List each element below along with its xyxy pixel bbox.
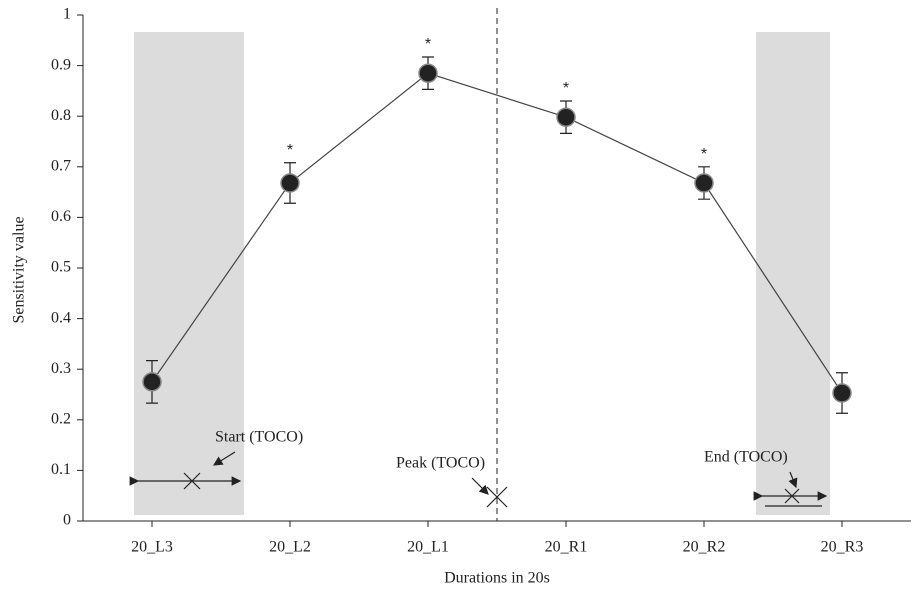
y-tick-label: 0.6 — [51, 208, 71, 225]
y-tick-label: 0.2 — [51, 410, 71, 427]
annotation: Start (TOCO) — [215, 429, 303, 446]
annotation: Peak (TOCO) — [396, 455, 485, 472]
point — [418, 63, 438, 83]
significance-mark: * — [701, 146, 707, 163]
y-axis-title: Sensitivity value — [11, 216, 28, 323]
point — [694, 173, 714, 193]
annotation: End (TOCO) — [704, 449, 788, 466]
shade-start — [134, 32, 244, 515]
y-tick-label: 1 — [63, 6, 71, 23]
x-tick-label: 20_L2 — [269, 539, 311, 556]
x-tick-label: 20_L1 — [407, 539, 449, 556]
x-axis-title: Durations in 20s — [444, 570, 550, 587]
x-tick-label: 20_R1 — [545, 539, 588, 556]
series-line — [151, 72, 843, 394]
x-tick-label: 20_L3 — [131, 539, 173, 556]
y-tick-label: 0.1 — [51, 461, 71, 478]
y-tick-label: 0.4 — [51, 309, 71, 326]
significance-mark: * — [287, 142, 293, 159]
y-tick-label: 0.8 — [51, 107, 71, 124]
significance-mark: * — [425, 36, 431, 53]
y-tick-label: 0.7 — [51, 157, 71, 174]
point — [142, 372, 162, 392]
x-tick-label: 20_R3 — [821, 539, 864, 556]
y-tick-label: 0.3 — [51, 360, 71, 377]
toco-marks — [129, 451, 828, 508]
x-tick-label: 20_R2 — [683, 539, 726, 556]
y-tick-label: 0.5 — [51, 259, 71, 276]
significance-mark: * — [563, 80, 569, 97]
y-tick-label: 0.9 — [51, 56, 71, 73]
point — [280, 173, 300, 193]
shade-end — [756, 32, 830, 515]
point — [832, 383, 852, 403]
point — [556, 107, 576, 127]
y-tick-label: 0 — [63, 512, 71, 529]
